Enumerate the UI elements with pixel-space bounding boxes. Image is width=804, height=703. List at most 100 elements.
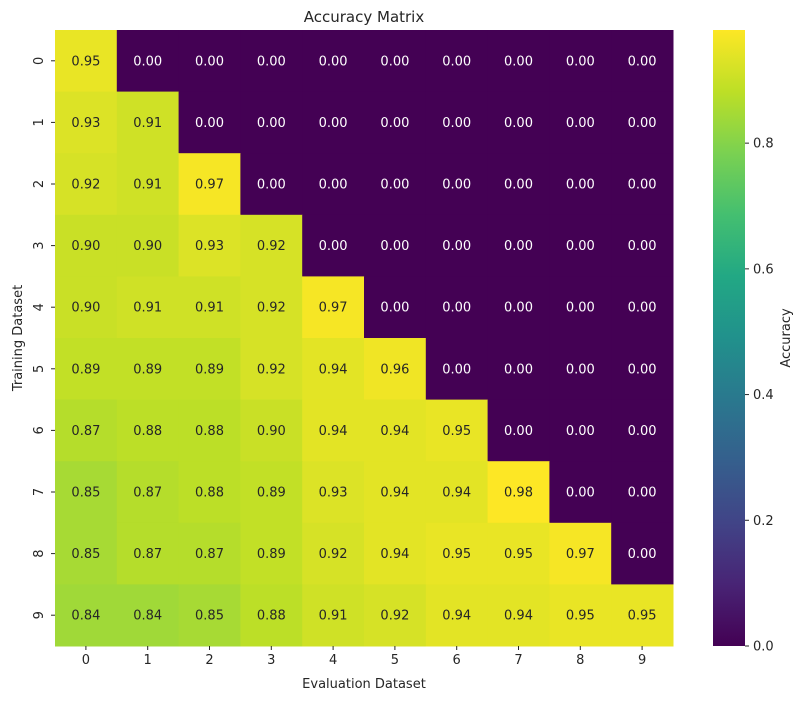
cell-value-label: 0.88: [195, 486, 224, 501]
cell-value-label: 0.00: [319, 54, 348, 69]
cell-value-label: 0.90: [257, 424, 286, 439]
cell-value-label: 0.92: [71, 178, 100, 193]
heatmap-cell: [487, 522, 550, 585]
cell-value-label: 0.00: [380, 116, 409, 131]
cell-value-label: 0.00: [442, 239, 471, 254]
cell-value-label: 0.88: [257, 609, 286, 624]
cell-value-label: 0.00: [566, 301, 595, 316]
x-tick-label: 1: [144, 653, 152, 668]
heatmap-cell: [364, 30, 427, 93]
cell-value-label: 0.88: [133, 424, 162, 439]
heatmap-cell: [55, 30, 118, 93]
cell-value-label: 0.00: [380, 239, 409, 254]
heatmap-cell: [549, 522, 612, 585]
y-tick-label: 9: [32, 611, 47, 619]
x-tick-label: 4: [329, 653, 337, 668]
cell-value-label: 0.93: [195, 239, 224, 254]
colorbar-tick-label: 0.8: [753, 137, 774, 152]
heatmap-cell: [549, 276, 612, 339]
cell-value-label: 0.95: [71, 54, 100, 69]
cell-value-label: 0.00: [380, 54, 409, 69]
heatmap-cell: [364, 461, 427, 524]
cell-value-label: 0.87: [195, 547, 224, 562]
heatmap-cell: [425, 276, 489, 339]
x-tick-label: 2: [205, 653, 213, 668]
heatmap-cell: [487, 214, 550, 277]
heatmap-cell: [611, 399, 674, 462]
heatmap-cell: [116, 153, 180, 216]
cell-value-label: 0.94: [380, 424, 409, 439]
cell-value-label: 0.92: [319, 547, 348, 562]
heatmap-cell: [611, 461, 674, 524]
heatmap-cell: [178, 338, 241, 401]
cell-value-label: 0.00: [504, 301, 533, 316]
cell-value-label: 0.95: [566, 609, 595, 624]
heatmap-cell: [302, 276, 365, 339]
cell-value-label: 0.00: [504, 362, 533, 377]
cell-value-label: 0.92: [380, 609, 409, 624]
y-tick-label: 4: [32, 303, 47, 311]
heatmap-cell: [55, 276, 118, 339]
y-tick-label: 0: [32, 57, 47, 65]
cell-value-label: 0.91: [133, 301, 162, 316]
heatmap-cell: [611, 91, 674, 154]
heatmap-cell: [240, 584, 303, 647]
cell-value-label: 0.89: [71, 362, 100, 377]
heatmap-cell: [611, 214, 674, 277]
heatmap-cell: [116, 276, 180, 339]
heatmap-cell: [178, 214, 241, 277]
cell-value-label: 0.00: [566, 54, 595, 69]
cell-value-label: 0.89: [195, 362, 224, 377]
cell-value-label: 0.98: [504, 486, 533, 501]
cell-value-label: 0.00: [504, 424, 533, 439]
cell-value-label: 0.91: [133, 116, 162, 131]
heatmap-cell: [116, 584, 180, 647]
heatmap-cell: [55, 399, 118, 462]
x-tick-label: 8: [576, 653, 584, 668]
heatmap-cell: [116, 214, 180, 277]
heatmap-cell: [240, 30, 303, 93]
heatmap-cell: [178, 91, 241, 154]
cell-value-label: 0.91: [195, 301, 224, 316]
cell-value-label: 0.89: [133, 362, 162, 377]
heatmap-cell: [364, 276, 427, 339]
x-tick-label: 5: [391, 653, 399, 668]
cell-value-label: 0.00: [628, 239, 657, 254]
heatmap-cell: [240, 153, 303, 216]
cell-value-label: 0.84: [71, 609, 100, 624]
heatmap-cell: [178, 399, 241, 462]
heatmap-cell: [611, 584, 674, 647]
heatmap-cell: [549, 30, 612, 93]
cell-value-label: 0.94: [319, 362, 348, 377]
cell-value-label: 0.85: [71, 547, 100, 562]
cell-value-label: 0.85: [195, 609, 224, 624]
cell-value-label: 0.87: [133, 547, 162, 562]
cell-value-label: 0.00: [628, 54, 657, 69]
heatmap-cell: [549, 461, 612, 524]
cell-value-label: 0.00: [628, 178, 657, 193]
heatmap-cell: [116, 338, 180, 401]
cell-value-label: 0.91: [319, 609, 348, 624]
heatmap-cell: [487, 584, 550, 647]
heatmap-cell: [549, 153, 612, 216]
cell-value-label: 0.00: [504, 54, 533, 69]
heatmap-cell: [178, 153, 241, 216]
cell-value-label: 0.00: [442, 301, 471, 316]
cell-value-label: 0.00: [380, 178, 409, 193]
cell-value-label: 0.00: [628, 116, 657, 131]
cell-value-label: 0.89: [257, 547, 286, 562]
heatmap-cell: [116, 399, 180, 462]
heatmap-cell: [240, 91, 303, 154]
cell-value-label: 0.94: [442, 609, 471, 624]
cell-value-label: 0.95: [442, 424, 471, 439]
heatmap-cell: [178, 276, 241, 339]
cell-value-label: 0.94: [380, 547, 409, 562]
cell-value-label: 0.00: [504, 178, 533, 193]
cell-value-label: 0.87: [71, 424, 100, 439]
y-tick-label: 5: [32, 365, 47, 373]
cell-value-label: 0.00: [566, 239, 595, 254]
heatmap-cell: [240, 276, 303, 339]
cell-value-label: 0.92: [257, 239, 286, 254]
y-tick-label: 7: [32, 488, 47, 496]
heatmap-cell: [487, 338, 550, 401]
